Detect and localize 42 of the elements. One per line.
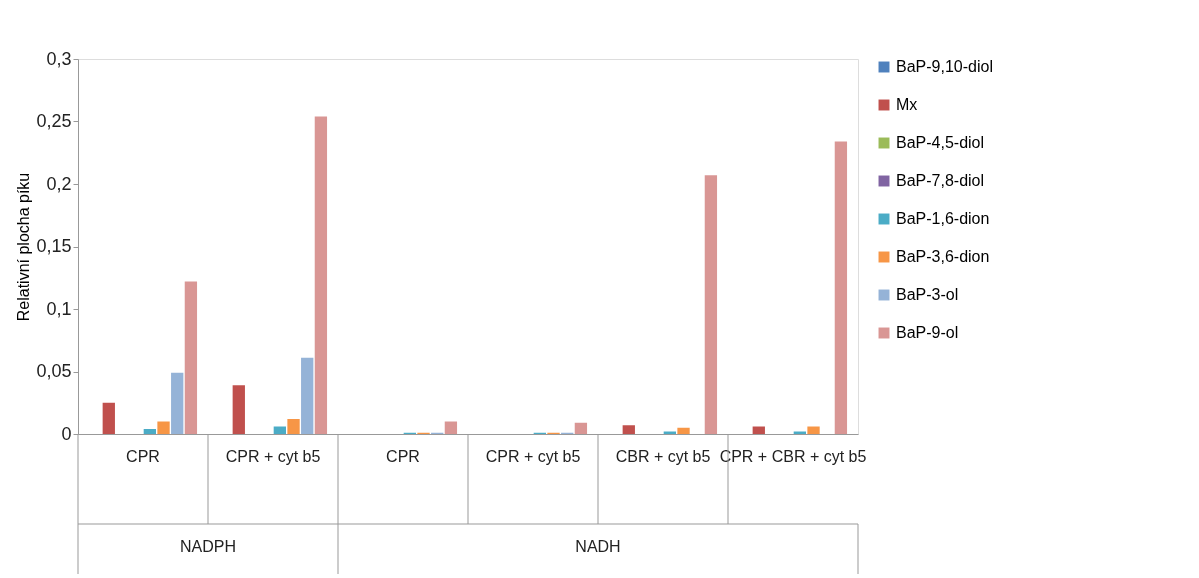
- bar: [677, 427, 690, 434]
- y-tick-label: 0,25: [36, 111, 72, 131]
- y-tick-label: 0,05: [36, 361, 72, 381]
- bar: [232, 385, 245, 434]
- legend-label: Mx: [896, 96, 918, 113]
- x-tick-label: CPR + cyt b5: [225, 447, 321, 465]
- legend-label: BaP-3,6-dion: [896, 248, 990, 265]
- bar: [102, 402, 115, 434]
- bar: [622, 425, 635, 434]
- bar: [574, 422, 588, 434]
- text: NADPH: [179, 538, 237, 555]
- y-tick-label: 0,1: [46, 298, 72, 319]
- bar: [171, 372, 184, 434]
- bar: [704, 175, 718, 434]
- bar: [834, 141, 848, 434]
- bar: [143, 429, 156, 434]
- y-axis-title: Relativní plocha píku: [15, 172, 33, 322]
- x-tick-label: CPR + cyt b5: [485, 447, 581, 465]
- bar: [752, 426, 765, 434]
- legend-label: BaP-3-ol: [896, 286, 959, 303]
- legend-label: BaP-9,10-diol: [896, 58, 993, 75]
- y-tick-label: 0,3: [46, 48, 72, 69]
- bar: [807, 426, 820, 434]
- bar: [273, 426, 286, 434]
- legend-label: BaP-9-ol: [896, 324, 959, 341]
- bar: [444, 421, 458, 434]
- y-tick-label: 0: [61, 423, 72, 444]
- x-tick-label: CPR + CBR + cyt b5: [719, 447, 867, 465]
- legend-label: BaP-1,6-dion: [896, 210, 990, 227]
- bar: [301, 357, 314, 434]
- text: NADH: [575, 538, 621, 555]
- bar: [287, 419, 300, 434]
- bar: [157, 421, 170, 434]
- bar: [184, 281, 198, 434]
- y-tick-label: 0,15: [36, 236, 72, 256]
- legend-label: BaP-7,8-diol: [896, 172, 985, 189]
- x-tick-label: CPR: [386, 447, 420, 465]
- x-tick-label: CBR + cyt b5: [615, 447, 711, 465]
- legend-label: BaP-4,5-diol: [896, 134, 985, 151]
- x-tick-label: CPR: [126, 447, 160, 465]
- bar: [314, 116, 328, 434]
- y-tick-label: 0,2: [46, 173, 72, 194]
